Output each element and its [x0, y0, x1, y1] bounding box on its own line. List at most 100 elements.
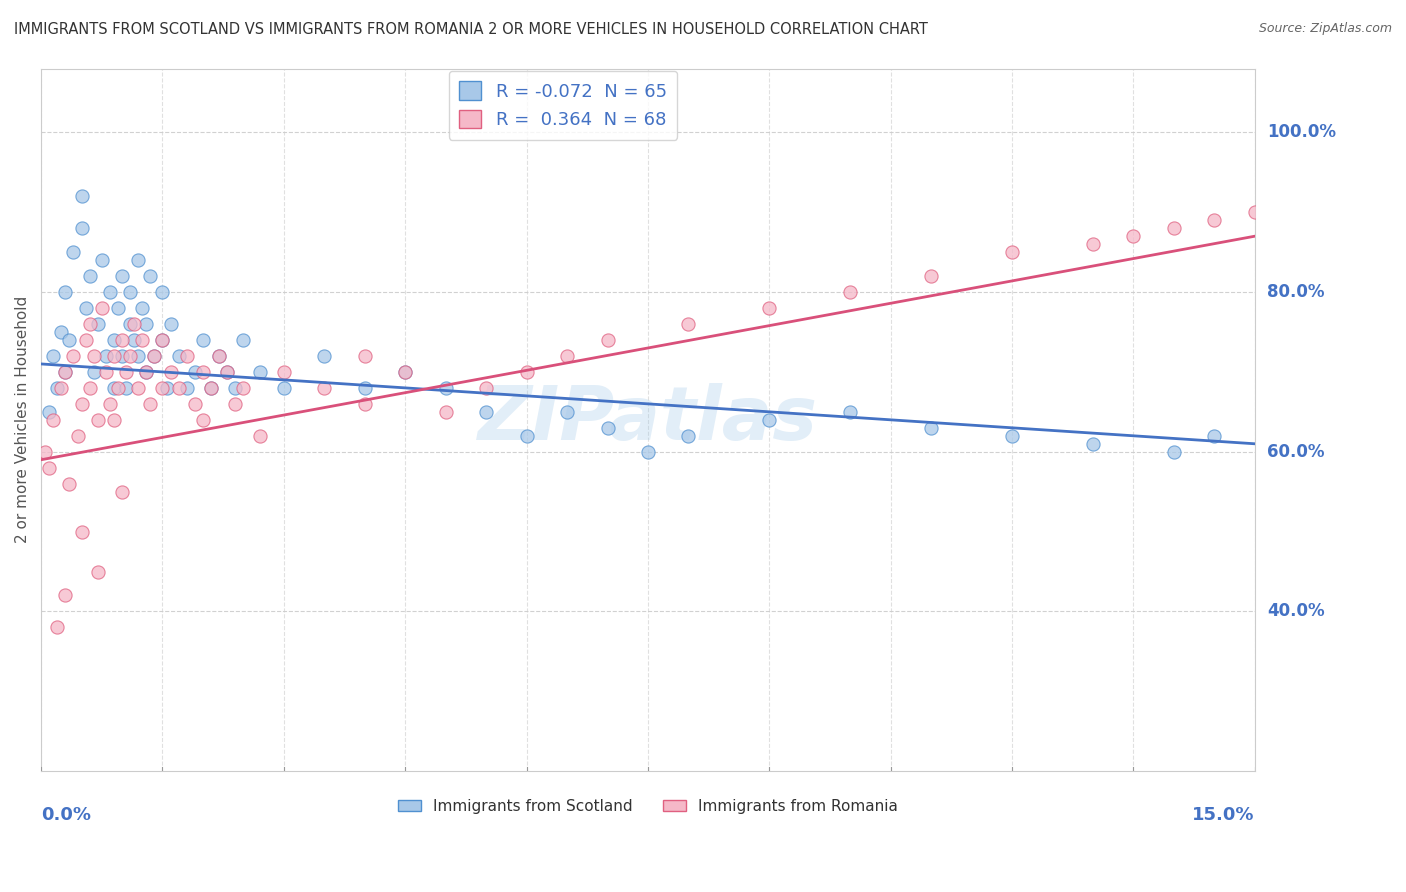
Point: [103, 381, 125, 395]
Point: [51, 325, 73, 339]
Point: [249, 429, 271, 443]
Point: [62, 245, 84, 260]
Point: [103, 333, 125, 347]
Point: [273, 381, 295, 395]
Point: [167, 349, 190, 363]
Point: [127, 349, 149, 363]
Point: [79, 317, 101, 331]
Point: [55, 365, 77, 379]
Point: [191, 333, 214, 347]
Point: [184, 365, 207, 379]
Point: [51, 381, 73, 395]
Text: 0.0%: 0.0%: [41, 806, 91, 824]
Text: 100.0%: 100.0%: [1267, 123, 1336, 142]
Point: [353, 381, 375, 395]
Point: [152, 333, 174, 347]
Point: [103, 413, 125, 427]
Point: [1204, 213, 1226, 227]
Point: [135, 317, 157, 331]
Point: [1244, 205, 1267, 219]
Point: [83, 349, 105, 363]
Point: [152, 333, 174, 347]
Point: [758, 301, 780, 315]
Point: [127, 253, 149, 268]
Point: [90, 301, 112, 315]
Point: [46, 620, 69, 634]
Text: 60.0%: 60.0%: [1267, 442, 1324, 461]
Point: [75, 301, 97, 315]
Point: [152, 381, 174, 395]
Point: [224, 381, 246, 395]
Point: [839, 285, 862, 299]
Legend: Immigrants from Scotland, Immigrants from Romania: Immigrants from Scotland, Immigrants fro…: [392, 792, 904, 820]
Point: [62, 349, 84, 363]
Point: [217, 365, 239, 379]
Point: [159, 365, 181, 379]
Point: [107, 381, 129, 395]
Point: [122, 317, 145, 331]
Point: [120, 349, 142, 363]
Text: 40.0%: 40.0%: [1267, 602, 1324, 621]
Point: [200, 381, 222, 395]
Point: [143, 349, 166, 363]
Point: [516, 429, 538, 443]
Text: Source: ZipAtlas.com: Source: ZipAtlas.com: [1258, 22, 1392, 36]
Point: [87, 317, 110, 331]
Point: [920, 421, 942, 435]
Point: [596, 333, 619, 347]
Text: ZIPatlas: ZIPatlas: [478, 384, 818, 457]
Point: [475, 405, 498, 419]
Point: [75, 333, 97, 347]
Point: [167, 381, 190, 395]
Point: [353, 349, 375, 363]
Point: [115, 365, 138, 379]
Point: [98, 285, 121, 299]
Point: [131, 333, 153, 347]
Point: [249, 365, 271, 379]
Point: [516, 365, 538, 379]
Point: [191, 365, 214, 379]
Point: [1001, 245, 1024, 260]
Text: 15.0%: 15.0%: [1192, 806, 1256, 824]
Point: [159, 317, 181, 331]
Point: [1163, 444, 1185, 458]
Point: [176, 349, 198, 363]
Point: [122, 333, 145, 347]
Point: [98, 397, 121, 411]
Point: [200, 381, 222, 395]
Point: [120, 285, 142, 299]
Point: [596, 421, 619, 435]
Point: [70, 397, 93, 411]
Point: [70, 221, 93, 235]
Point: [637, 444, 659, 458]
Point: [55, 285, 77, 299]
Point: [127, 381, 149, 395]
Point: [55, 589, 77, 603]
Point: [232, 333, 254, 347]
Point: [87, 413, 110, 427]
Point: [55, 365, 77, 379]
Point: [135, 365, 157, 379]
Point: [839, 405, 862, 419]
Point: [314, 381, 336, 395]
Point: [184, 397, 207, 411]
Point: [107, 301, 129, 315]
Point: [46, 381, 69, 395]
Point: [94, 365, 117, 379]
Point: [120, 317, 142, 331]
Point: [139, 397, 162, 411]
Point: [139, 269, 162, 284]
Y-axis label: 2 or more Vehicles in Household: 2 or more Vehicles in Household: [15, 296, 30, 543]
Point: [434, 405, 457, 419]
Point: [224, 397, 246, 411]
Point: [135, 365, 157, 379]
Point: [87, 565, 110, 579]
Point: [90, 253, 112, 268]
Point: [79, 269, 101, 284]
Point: [111, 333, 134, 347]
Point: [273, 365, 295, 379]
Point: [208, 349, 231, 363]
Point: [1081, 237, 1104, 252]
Text: 80.0%: 80.0%: [1267, 283, 1324, 301]
Point: [208, 349, 231, 363]
